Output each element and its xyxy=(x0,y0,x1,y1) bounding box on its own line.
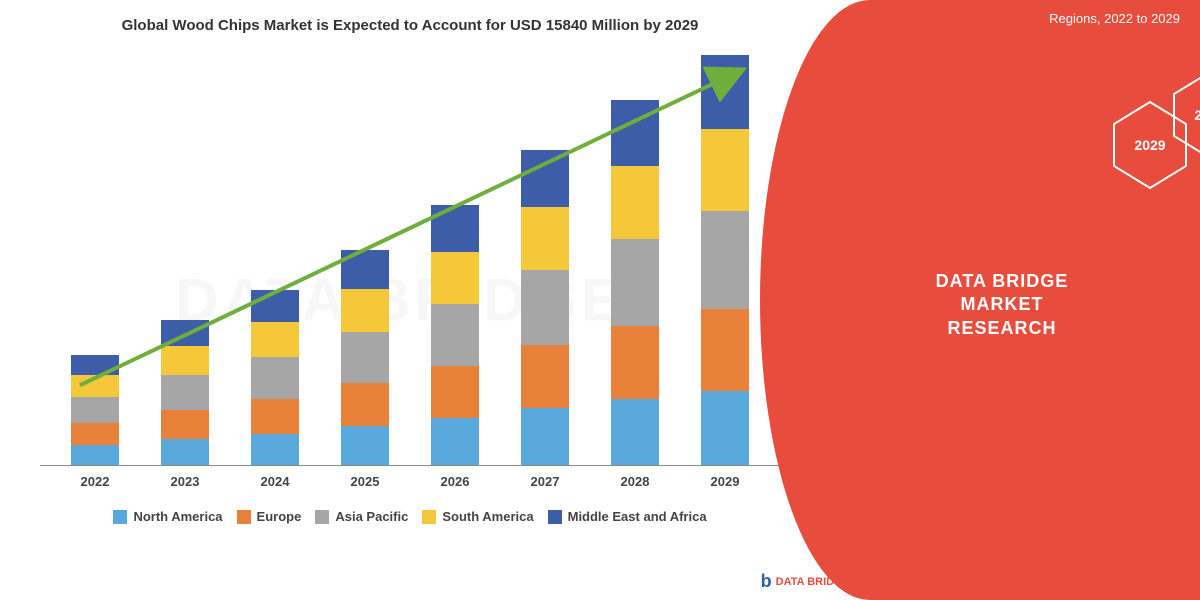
bar-segment xyxy=(71,375,119,397)
legend-item: Europe xyxy=(237,509,302,524)
chart-panel: Global Wood Chips Market is Expected to … xyxy=(0,0,800,600)
stacked-bar xyxy=(521,150,569,465)
bar-segment xyxy=(701,211,749,309)
bar-group xyxy=(690,55,760,465)
footer-logo-icon: b xyxy=(761,571,772,592)
bar-segment xyxy=(71,397,119,423)
hexagon-front: 2022 xyxy=(1170,70,1200,160)
bar-segment xyxy=(161,375,209,410)
bar-group xyxy=(420,205,490,465)
bar-segment xyxy=(71,355,119,375)
bar-segment xyxy=(341,426,389,465)
bar-segment xyxy=(521,270,569,346)
bar-segment xyxy=(701,129,749,211)
bar-segment xyxy=(431,304,479,366)
legend-swatch xyxy=(422,510,436,524)
legend-swatch xyxy=(548,510,562,524)
main-container: Global Wood Chips Market is Expected to … xyxy=(0,0,1200,600)
bar-segment xyxy=(161,410,209,439)
bar-segment xyxy=(161,346,209,375)
stacked-bar xyxy=(701,55,749,465)
x-axis-label: 2027 xyxy=(510,474,580,489)
bar-segment xyxy=(71,445,119,465)
stacked-bar xyxy=(251,290,299,465)
bar-segment xyxy=(341,383,389,426)
bar-segment xyxy=(431,418,479,465)
brand-line2: RESEARCH xyxy=(892,317,1112,340)
stacked-bar xyxy=(71,355,119,465)
legend-label: North America xyxy=(133,509,222,524)
bar-segment xyxy=(701,391,749,465)
brand-text: DATA BRIDGE MARKET RESEARCH xyxy=(892,270,1112,340)
stacked-bar xyxy=(431,205,479,465)
bar-segment xyxy=(701,309,749,391)
x-axis-label: 2025 xyxy=(330,474,400,489)
stacked-bar xyxy=(611,100,659,465)
x-axis-label: 2023 xyxy=(150,474,220,489)
bar-group xyxy=(510,150,580,465)
bar-segment xyxy=(611,166,659,239)
hex-front-label: 2022 xyxy=(1194,107,1200,123)
bar-group xyxy=(330,250,400,465)
x-axis-label: 2028 xyxy=(600,474,670,489)
legend-item: Middle East and Africa xyxy=(548,509,707,524)
chart-title: Global Wood Chips Market is Expected to … xyxy=(40,15,780,36)
bar-segment xyxy=(341,289,389,332)
bar-segment xyxy=(701,55,749,129)
bar-segment xyxy=(611,100,659,166)
brand-line1: DATA BRIDGE MARKET xyxy=(892,270,1112,317)
stacked-bar xyxy=(341,250,389,465)
bar-group xyxy=(600,100,670,465)
legend-item: Asia Pacific xyxy=(315,509,408,524)
bar-segment xyxy=(521,408,569,465)
bar-segment xyxy=(431,366,479,418)
legend-label: Europe xyxy=(257,509,302,524)
x-axis-labels: 2022 2023 2024 2025 2026 2027 2028 2029 xyxy=(40,466,780,489)
bar-segment xyxy=(341,250,389,289)
bar-segment xyxy=(251,290,299,322)
bar-segment xyxy=(161,320,209,346)
x-axis-label: 2026 xyxy=(420,474,490,489)
bar-segment xyxy=(521,207,569,270)
x-axis-label: 2029 xyxy=(690,474,760,489)
bar-segment xyxy=(161,439,209,465)
bar-group xyxy=(240,290,310,465)
legend-label: Asia Pacific xyxy=(335,509,408,524)
legend-swatch xyxy=(113,510,127,524)
hex-back-label: 2029 xyxy=(1134,137,1165,153)
right-panel: Regions, 2022 to 2029 2029 2022 DATA BRI… xyxy=(760,0,1200,600)
bar-segment xyxy=(341,332,389,384)
x-axis-label: 2022 xyxy=(60,474,130,489)
stacked-bar xyxy=(161,320,209,465)
bar-segment xyxy=(431,205,479,252)
bar-segment xyxy=(521,150,569,207)
legend-swatch xyxy=(315,510,329,524)
bar-segment xyxy=(251,434,299,466)
bar-segment xyxy=(521,345,569,408)
legend-label: Middle East and Africa xyxy=(568,509,707,524)
bar-segment xyxy=(611,239,659,327)
footer-logo-text: DATA BRIDGE xyxy=(776,576,850,588)
bar-segment xyxy=(251,399,299,434)
bar-segment xyxy=(251,357,299,399)
bar-segment xyxy=(71,423,119,445)
bar-group xyxy=(60,355,130,465)
footer-logo: b DATA BRIDGE xyxy=(761,571,850,592)
legend-label: South America xyxy=(442,509,533,524)
x-axis-label: 2024 xyxy=(240,474,310,489)
bar-group xyxy=(150,320,220,465)
chart-plot-area xyxy=(40,46,780,466)
bar-segment xyxy=(611,326,659,399)
legend-item: South America xyxy=(422,509,533,524)
legend-swatch xyxy=(237,510,251,524)
chart-legend: North America Europe Asia Pacific South Ame… xyxy=(40,509,780,524)
right-subtitle: Regions, 2022 to 2029 xyxy=(1049,10,1180,28)
legend-item: North America xyxy=(113,509,222,524)
bar-segment xyxy=(611,399,659,465)
bar-segment xyxy=(251,322,299,357)
bar-segment xyxy=(431,252,479,304)
